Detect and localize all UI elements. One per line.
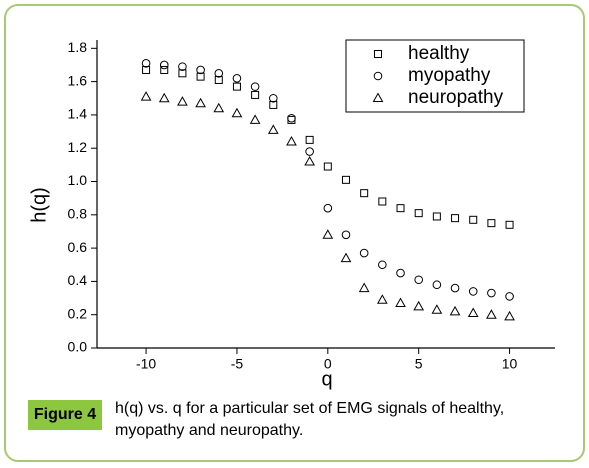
figure-label: Figure 4 [28, 400, 102, 430]
marker-circle [505, 292, 514, 301]
marker-triangle [467, 307, 479, 318]
marker-square [360, 189, 369, 198]
marker-circle [141, 59, 151, 68]
marker-triangle [177, 96, 188, 106]
marker-square [323, 162, 332, 171]
marker-square [160, 65, 169, 74]
legend-label: neuropathy [408, 87, 504, 108]
figure-caption: h(q) vs. q for a particular set of EMG s… [115, 400, 505, 439]
marker-circle [450, 283, 460, 293]
marker-triangle [267, 124, 279, 134]
x-tick-label: 10 [502, 356, 518, 372]
y-axis-title: h(q) [28, 187, 50, 223]
marker-triangle [213, 102, 225, 113]
y-tick-label: 0.8 [68, 206, 88, 222]
marker-square [451, 214, 460, 223]
marker-square [505, 220, 514, 229]
marker-square [341, 175, 350, 184]
marker-triangle [372, 92, 384, 102]
marker-circle [178, 62, 187, 71]
x-tick-label: -10 [136, 356, 156, 372]
marker-circle [232, 73, 242, 83]
marker-square [178, 69, 187, 78]
marker-triangle [504, 310, 515, 321]
marker-triangle [286, 136, 297, 146]
legend-label: myopathy [408, 65, 491, 86]
marker-square [251, 90, 260, 99]
marker-circle [250, 82, 260, 91]
marker-square [374, 50, 382, 58]
marker-triangle [431, 304, 443, 314]
marker-circle [396, 268, 405, 278]
marker-circle [305, 147, 314, 156]
y-tick-label: 0.0 [68, 339, 88, 355]
marker-circle [323, 203, 333, 213]
marker-square [214, 75, 223, 84]
x-axis-title: q [321, 368, 332, 390]
marker-circle [373, 71, 383, 81]
marker-triangle [486, 309, 497, 319]
marker-square [378, 197, 387, 206]
y-tick-label: 0.6 [68, 239, 88, 255]
legend-box [345, 39, 525, 113]
marker-circle [487, 288, 496, 298]
marker-circle [287, 113, 296, 123]
marker-triangle [449, 305, 461, 316]
marker-circle [359, 248, 369, 258]
marker-square [414, 209, 423, 218]
marker-square [487, 219, 496, 228]
marker-circle [468, 287, 478, 296]
y-tick-label: 1.2 [68, 139, 88, 155]
y-tick-label: 0.4 [68, 272, 88, 288]
marker-triangle [340, 252, 352, 263]
y-tick-label: 1.4 [68, 106, 88, 122]
marker-triangle [231, 107, 243, 118]
marker-triangle [413, 300, 425, 311]
marker-circle [414, 275, 423, 285]
marker-triangle [249, 114, 261, 124]
marker-square [232, 82, 241, 91]
y-tick-label: 0.2 [68, 305, 88, 321]
marker-triangle [304, 156, 315, 166]
marker-square [432, 212, 441, 221]
marker-square [469, 215, 478, 224]
marker-triangle [158, 92, 170, 103]
marker-circle [196, 65, 205, 75]
marker-square [142, 65, 151, 74]
y-tick-label: 1.6 [68, 72, 88, 88]
marker-circle [268, 93, 278, 103]
x-tick-label: 0 [324, 356, 332, 372]
marker-square [269, 100, 278, 109]
marker-triangle [358, 282, 370, 293]
y-tick-label: 1.8 [68, 39, 88, 55]
x-tick-label: 5 [415, 356, 423, 372]
marker-square [305, 135, 314, 144]
marker-circle [432, 280, 442, 290]
marker-triangle [322, 229, 334, 239]
marker-circle [214, 68, 224, 78]
marker-circle [378, 260, 387, 270]
marker-circle [341, 230, 351, 240]
marker-circle [159, 60, 169, 70]
marker-square [196, 72, 205, 81]
legend-label: healthy [408, 43, 470, 64]
marker-triangle [376, 294, 388, 304]
marker-triangle [195, 97, 206, 108]
marker-square [396, 204, 405, 213]
marker-triangle [140, 91, 152, 101]
marker-triangle [395, 297, 406, 308]
frame-border [4, 4, 585, 462]
y-tick-label: 1.0 [68, 172, 88, 188]
x-tick-label: -5 [231, 356, 244, 372]
